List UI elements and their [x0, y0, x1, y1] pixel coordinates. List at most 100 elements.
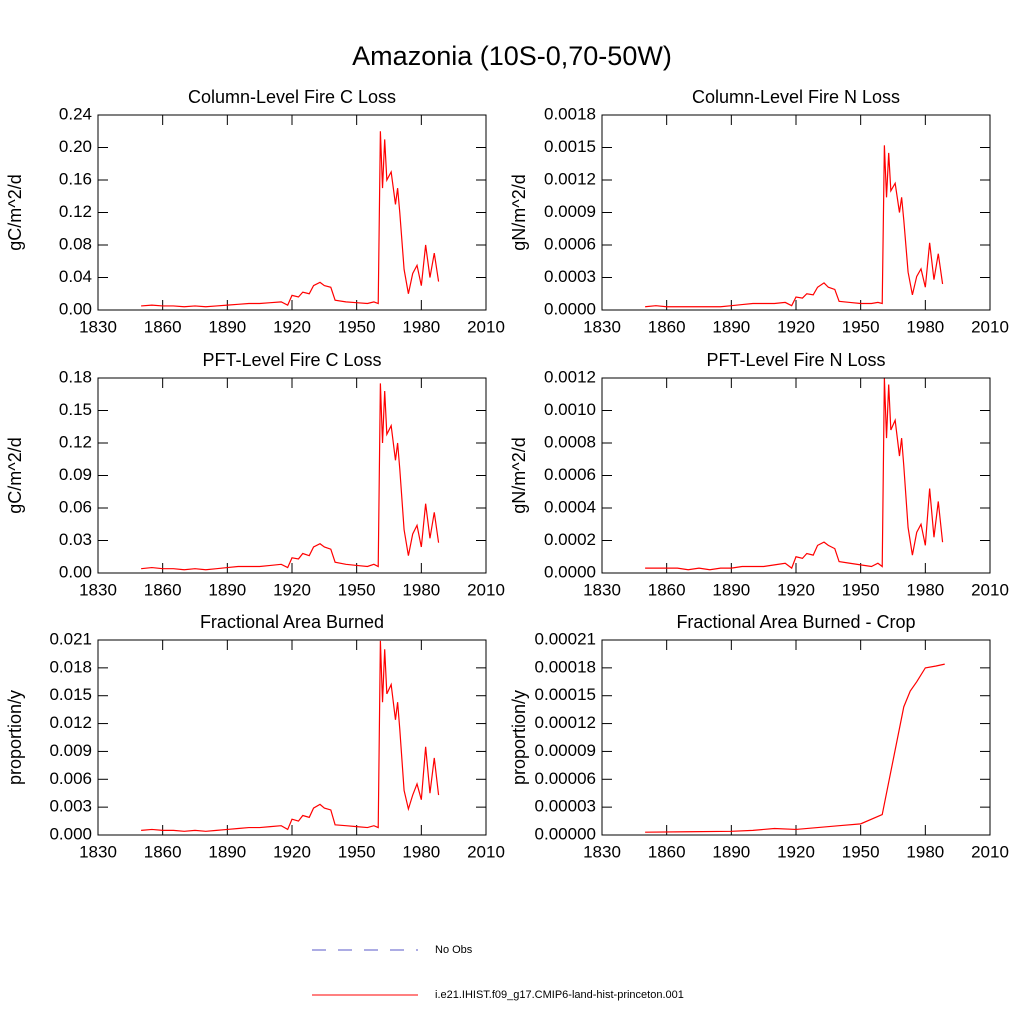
y-tick-label: 0.00000	[535, 824, 596, 843]
y-tick-label: 0.03	[59, 530, 92, 549]
x-tick-label: 1890	[712, 842, 750, 861]
x-tick-label: 1950	[842, 317, 880, 336]
panel-title: PFT-Level Fire N Loss	[706, 350, 885, 370]
y-axis-label: gN/m^2/d	[509, 437, 529, 513]
panel-title: PFT-Level Fire C Loss	[202, 350, 381, 370]
x-tick-label: 1860	[648, 842, 686, 861]
y-tick-label: 0.0015	[544, 137, 596, 156]
y-tick-label: 0.16	[59, 169, 92, 188]
x-tick-label: 1830	[79, 580, 117, 599]
x-tick-label: 2010	[971, 580, 1009, 599]
y-tick-label: 0.12	[59, 202, 92, 221]
y-tick-label: 0.00006	[535, 769, 596, 788]
y-tick-label: 0.00	[59, 299, 92, 318]
y-tick-label: 0.0012	[544, 367, 596, 386]
y-axis-label: gC/m^2/d	[5, 174, 25, 250]
y-tick-label: 0.015	[49, 685, 92, 704]
x-tick-label: 1920	[273, 580, 311, 599]
y-tick-label: 0.08	[59, 234, 92, 253]
y-tick-label: 0.0012	[544, 169, 596, 188]
y-tick-label: 0.00012	[535, 713, 596, 732]
x-tick-label: 1950	[842, 842, 880, 861]
y-tick-label: 0.00003	[535, 797, 596, 816]
plot-frame	[601, 114, 991, 311]
x-tick-label: 1950	[338, 317, 376, 336]
data-line	[645, 377, 944, 571]
y-tick-label: 0.0003	[544, 267, 596, 286]
x-tick-label: 1980	[906, 317, 944, 336]
x-tick-label: 1950	[842, 580, 880, 599]
data-line	[141, 383, 440, 571]
x-tick-label: 1890	[208, 317, 246, 336]
x-tick-label: 1920	[273, 317, 311, 336]
x-tick-label: 1920	[777, 842, 815, 861]
plot-frame	[97, 639, 487, 836]
x-tick-label: 1950	[338, 842, 376, 861]
x-tick-label: 2010	[467, 842, 505, 861]
y-tick-label: 0.12	[59, 432, 92, 451]
x-tick-label: 1980	[402, 580, 440, 599]
plot-frame	[601, 377, 991, 574]
y-tick-label: 0.0009	[544, 202, 596, 221]
y-tick-label: 0.021	[49, 629, 92, 648]
x-tick-label: 1860	[144, 580, 182, 599]
y-tick-label: 0.009	[49, 741, 92, 760]
x-tick-label: 2010	[467, 317, 505, 336]
data-line	[141, 131, 440, 308]
y-tick-label: 0.0006	[544, 465, 596, 484]
x-tick-label: 1830	[583, 317, 621, 336]
x-tick-label: 1830	[79, 317, 117, 336]
plot-frame	[97, 114, 487, 311]
y-tick-label: 0.06	[59, 497, 92, 516]
panel-title: Column-Level Fire N Loss	[692, 87, 900, 107]
x-tick-label: 1890	[208, 580, 246, 599]
y-tick-label: 0.018	[49, 657, 92, 676]
x-tick-label: 1890	[712, 580, 750, 599]
y-axis-label: gN/m^2/d	[509, 174, 529, 250]
x-tick-label: 1950	[338, 580, 376, 599]
x-tick-label: 2010	[971, 317, 1009, 336]
y-tick-label: 0.24	[59, 104, 92, 123]
y-tick-label: 0.00009	[535, 741, 596, 760]
data-line	[141, 640, 440, 832]
x-tick-label: 1980	[402, 317, 440, 336]
x-tick-label: 1980	[906, 842, 944, 861]
y-tick-label: 0.00021	[535, 629, 596, 648]
legend-label: i.e21.IHIST.f09_g17.CMIP6-land-hist-prin…	[435, 989, 684, 1001]
y-tick-label: 0.00018	[535, 657, 596, 676]
y-tick-label: 0.000	[49, 824, 92, 843]
y-axis-label: proportion/y	[509, 690, 529, 785]
y-tick-label: 0.20	[59, 137, 92, 156]
panel-title: Fractional Area Burned	[200, 612, 384, 632]
panel-title: Column-Level Fire C Loss	[188, 87, 396, 107]
x-tick-label: 1890	[208, 842, 246, 861]
x-tick-label: 1980	[906, 580, 944, 599]
y-tick-label: 0.15	[59, 400, 92, 419]
y-tick-label: 0.0006	[544, 234, 596, 253]
x-tick-label: 1860	[648, 317, 686, 336]
y-tick-label: 0.0018	[544, 104, 596, 123]
y-tick-label: 0.0000	[544, 299, 596, 318]
y-axis-label: proportion/y	[5, 690, 25, 785]
x-tick-label: 1860	[144, 842, 182, 861]
y-tick-label: 0.0000	[544, 562, 596, 581]
figure-title: Amazonia (10S-0,70-50W)	[352, 41, 672, 71]
x-tick-label: 1830	[583, 842, 621, 861]
x-tick-label: 1860	[144, 317, 182, 336]
data-line	[645, 663, 945, 833]
y-tick-label: 0.0002	[544, 530, 596, 549]
y-tick-label: 0.00015	[535, 685, 596, 704]
panel-title: Fractional Area Burned - Crop	[676, 612, 915, 632]
x-tick-label: 2010	[971, 842, 1009, 861]
legend-label: No Obs	[435, 944, 473, 956]
x-tick-label: 1860	[648, 580, 686, 599]
y-tick-label: 0.04	[59, 267, 92, 286]
y-tick-label: 0.006	[49, 769, 92, 788]
y-axis-label: gC/m^2/d	[5, 437, 25, 513]
x-tick-label: 1890	[712, 317, 750, 336]
y-tick-label: 0.003	[49, 797, 92, 816]
y-tick-label: 0.18	[59, 367, 92, 386]
data-line	[645, 145, 944, 308]
x-tick-label: 1920	[777, 580, 815, 599]
